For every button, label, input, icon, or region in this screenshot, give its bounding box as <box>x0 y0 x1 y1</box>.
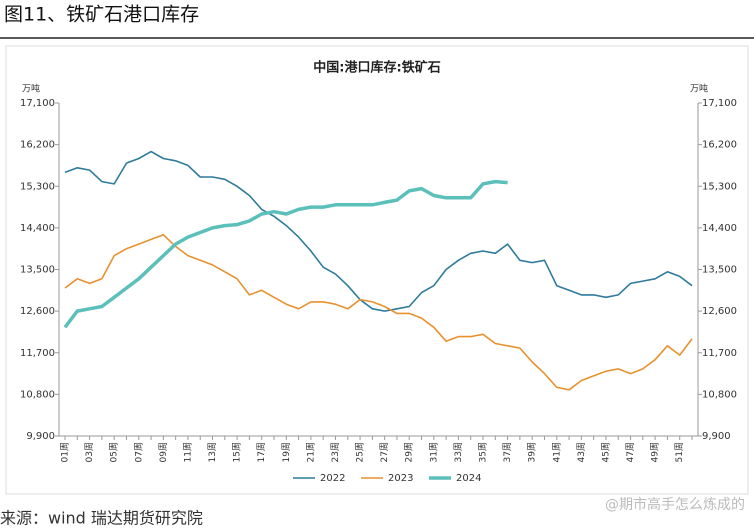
x-tick-label: 35周 <box>478 442 489 462</box>
x-tick-label: 49周 <box>650 442 661 462</box>
x-tick-label: 41周 <box>551 442 562 462</box>
x-tick-label: 07周 <box>133 442 144 462</box>
legend-label: 2023 <box>388 473 413 484</box>
x-tick-label: 05周 <box>109 442 120 462</box>
legend-label: 2022 <box>320 473 345 484</box>
x-tick-label: 43周 <box>576 442 587 462</box>
page-title: 图11、铁矿石港口库存 <box>4 4 199 26</box>
x-tick-label: 03周 <box>84 442 95 462</box>
y-tick-label: 14,400 <box>20 223 55 234</box>
y-tick-label: 12,600 <box>20 306 55 317</box>
x-tick-label: 31周 <box>428 442 439 462</box>
x-tick-label: 39周 <box>527 442 538 462</box>
y-tick-label: 17,100 <box>20 98 55 109</box>
y-tick-label: 13,500 <box>20 265 55 276</box>
x-tick-label: 21周 <box>305 442 316 462</box>
chart-title: 中国:港口库存:铁矿石 <box>313 60 440 76</box>
legend-label: 2024 <box>456 473 481 484</box>
x-tick-label: 17周 <box>256 442 267 462</box>
x-tick-label: 09周 <box>158 442 169 462</box>
y2-tick-label: 17,100 <box>702 98 737 109</box>
y-tick-label: 10,800 <box>20 389 55 400</box>
x-tick-label: 15周 <box>232 442 243 462</box>
series-line <box>64 150 693 312</box>
y2-axis-unit: 万吨 <box>690 83 708 95</box>
x-tick-label: 13周 <box>207 442 218 462</box>
chart-frame <box>5 45 749 495</box>
y-tick-label: 11,700 <box>20 348 55 359</box>
y2-tick-label: 16,200 <box>702 140 737 151</box>
x-tick-label: 27周 <box>379 442 390 462</box>
y-tick-label: 9,900 <box>26 431 55 442</box>
series-line <box>63 179 508 329</box>
y-tick-label: 16,200 <box>20 140 55 151</box>
x-tick-label: 01周 <box>60 442 71 462</box>
x-tick-label: 37周 <box>502 442 513 462</box>
x-tick-label: 51周 <box>674 442 685 462</box>
x-tick-label: 29周 <box>404 442 415 462</box>
source-note: 来源：wind 瑞达期货研究院 <box>0 509 203 528</box>
x-tick-label: 45周 <box>600 442 611 462</box>
x-tick-label: 11周 <box>182 442 193 462</box>
x-tick-label: 23周 <box>330 442 341 462</box>
y2-tick-label: 13,500 <box>702 265 737 276</box>
x-tick-label: 47周 <box>625 442 636 462</box>
series-line <box>64 234 693 391</box>
y2-tick-label: 9,900 <box>702 431 731 442</box>
y2-tick-label: 15,300 <box>702 181 737 192</box>
x-tick-label: 19周 <box>281 442 292 462</box>
y2-tick-label: 10,800 <box>702 389 737 400</box>
x-tick-label: 33周 <box>453 442 464 462</box>
y2-tick-label: 14,400 <box>702 223 737 234</box>
y-axis-unit: 万吨 <box>22 83 40 95</box>
x-tick-label: 25周 <box>355 442 366 462</box>
y2-tick-label: 11,700 <box>702 348 737 359</box>
y-tick-label: 15,300 <box>20 181 55 192</box>
watermark: @期市高手怎么炼成的 <box>605 496 745 513</box>
y2-tick-label: 12,600 <box>702 306 737 317</box>
